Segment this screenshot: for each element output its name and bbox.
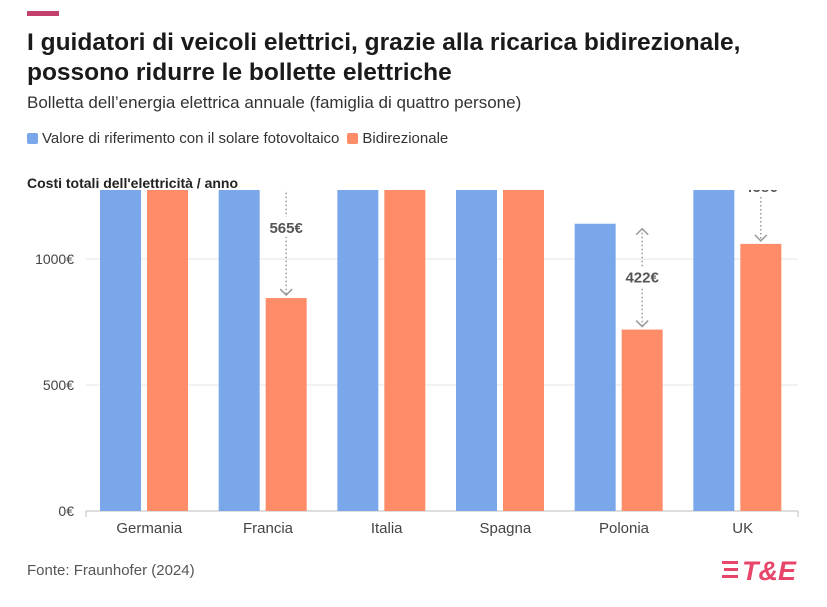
accent-bar (27, 11, 59, 16)
x-tick-label: Polonia (599, 520, 650, 537)
chart-title: I guidatori di veicoli elettrici, grazie… (27, 29, 741, 86)
bar-bidirectional (384, 190, 426, 511)
legend-label-baseline: Valore di riferimento con il solare foto… (42, 130, 340, 147)
savings-label-bg (738, 190, 783, 196)
savings-label: 458€ (744, 190, 778, 196)
x-tick-label: UK (732, 520, 753, 537)
savings-label-bg (264, 216, 309, 237)
x-tick-label: Spagna (479, 520, 531, 537)
savings-arrow-head-up (635, 227, 649, 236)
bar-bidirectional (621, 329, 663, 511)
chart-subtitle: Bolletta dell’energia elettrica annuale … (27, 93, 522, 112)
legend-item-bidirectional: Bidirezionale (347, 130, 448, 147)
y-tick-label: 0€ (58, 503, 74, 519)
logo-text: T&E (742, 556, 797, 586)
legend-swatch-baseline (27, 133, 38, 144)
savings-arrow-head-down (279, 288, 293, 297)
bar-baseline (337, 190, 379, 511)
bar-baseline (693, 190, 735, 512)
x-tick-label: Germania (116, 520, 183, 537)
savings-arrow-head-down (635, 320, 649, 328)
bar-baseline (218, 190, 260, 511)
legend-item-baseline: Valore di riferimento con il solare foto… (27, 130, 339, 147)
bar-baseline (574, 223, 616, 511)
source-note: Fonte: Fraunhofer (2024) (27, 562, 195, 579)
savings-label-bg (620, 266, 665, 287)
legend: Valore di riferimento con il solare foto… (27, 130, 456, 147)
bar-bidirectional (503, 190, 544, 511)
bar-baseline (456, 190, 497, 511)
legend-swatch-bidirectional (347, 133, 359, 144)
savings-label: 565€ (269, 220, 303, 237)
savings-label: 422€ (625, 270, 659, 287)
logo-stripes-icon (722, 561, 738, 578)
x-tick-label: Francia (243, 520, 294, 537)
x-tick-label: Italia (371, 520, 403, 537)
y-tick-label: 1000€ (35, 251, 74, 267)
savings-arrow-head-down (754, 234, 768, 242)
te-logo: T&E (722, 556, 797, 586)
y-tick-label: 500€ (43, 377, 74, 393)
y-axis-title: Costi totali dell'elettricità / anno (27, 175, 239, 191)
bar-baseline (100, 190, 141, 511)
bar-chart: 0€500€1000€1500€2000€Germania727€Francia… (35, 190, 799, 537)
bar-bidirectional (740, 243, 782, 511)
bar-bidirectional (265, 298, 307, 511)
legend-label-bidirectional: Bidirezionale (362, 130, 449, 147)
bar-bidirectional (147, 190, 188, 512)
